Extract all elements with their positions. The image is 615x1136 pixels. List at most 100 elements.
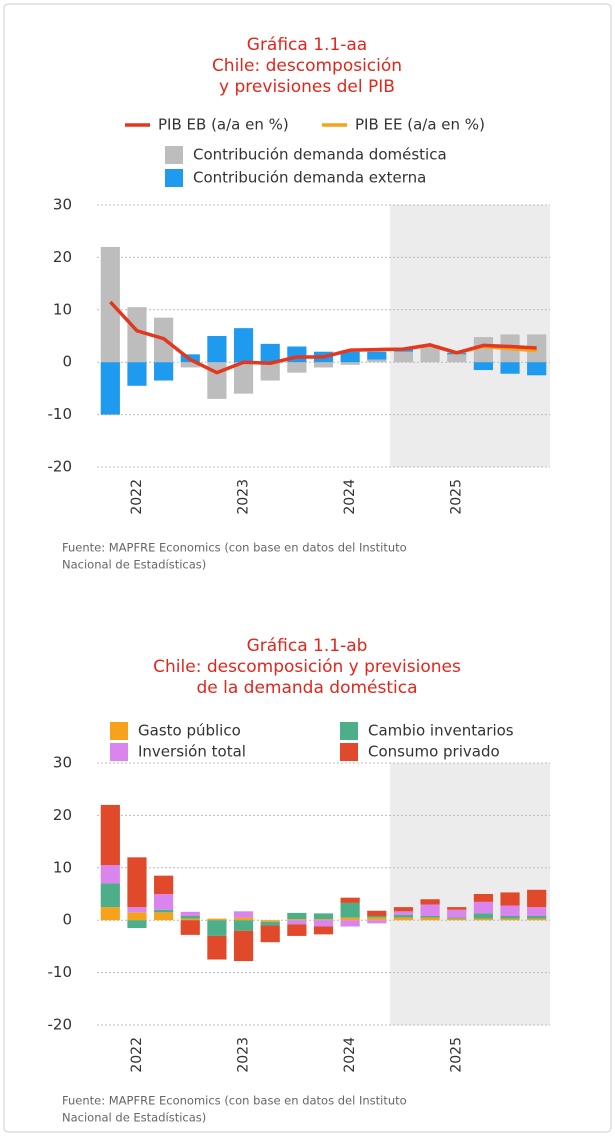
- bar: [473, 894, 493, 902]
- legend-label: Inversión total: [138, 743, 246, 761]
- bar: [500, 918, 520, 921]
- bar: [180, 911, 200, 917]
- chart-title: Chile: descomposición y previsiones: [153, 657, 461, 677]
- bar: [260, 362, 280, 381]
- x-tick-label: 2022: [129, 1037, 145, 1073]
- bar: [500, 892, 520, 906]
- bar: [100, 804, 120, 866]
- bar: [340, 902, 360, 918]
- bar: [233, 930, 254, 962]
- bar: [207, 336, 227, 363]
- bar: [127, 907, 147, 913]
- bar: [367, 917, 387, 921]
- bar: [473, 337, 493, 363]
- bar: [340, 362, 360, 365]
- bar: [154, 362, 174, 381]
- legend-label: Cambio inventarios: [368, 722, 514, 740]
- bar: [180, 362, 200, 368]
- bar: [180, 920, 200, 935]
- x-tick-label: 2023: [236, 479, 252, 515]
- bar: [313, 362, 334, 368]
- bar: [393, 914, 414, 918]
- bar: [154, 894, 174, 910]
- bar: [527, 334, 547, 363]
- bar: [100, 883, 120, 908]
- bar: [527, 918, 547, 921]
- y-tick-label: -10: [48, 405, 73, 423]
- bar: [367, 351, 387, 360]
- legend-swatch: [110, 722, 128, 740]
- x-tick-label: 2024: [342, 1037, 358, 1073]
- y-tick-label: 0: [62, 353, 72, 371]
- bar: [287, 362, 307, 373]
- y-tick-label: -10: [48, 963, 73, 981]
- legend-swatch: [110, 743, 128, 761]
- bar: [127, 912, 147, 921]
- bar: [287, 924, 307, 936]
- chart-title: Gráfica 1.1-ab: [247, 636, 368, 656]
- y-tick-label: 10: [53, 858, 72, 876]
- bar: [367, 359, 387, 363]
- bar: [127, 920, 147, 929]
- y-tick-label: 10: [53, 300, 72, 318]
- source-note: Nacional de Estadísticas): [62, 1111, 206, 1125]
- y-tick-label: -20: [48, 1016, 73, 1034]
- bar: [420, 346, 440, 363]
- bar: [260, 343, 280, 363]
- bar: [207, 935, 227, 960]
- bar: [393, 351, 414, 363]
- bar: [313, 913, 334, 920]
- bar: [447, 909, 467, 918]
- bar: [127, 857, 147, 908]
- legend-label: Contribución demanda doméstica: [193, 146, 447, 164]
- bar: [313, 926, 334, 935]
- legend-swatch: [340, 743, 358, 761]
- bar: [233, 362, 254, 394]
- x-tick-label: 2024: [342, 479, 358, 515]
- legend-label: Gasto público: [138, 722, 241, 740]
- bar: [420, 916, 440, 918]
- bar: [154, 912, 174, 921]
- x-tick-label: 2025: [449, 479, 465, 515]
- bar: [207, 920, 227, 936]
- legend-swatch: [340, 722, 358, 740]
- bar: [367, 920, 387, 924]
- bar: [473, 362, 493, 371]
- bar: [180, 916, 200, 919]
- y-tick-label: 20: [53, 806, 72, 824]
- bar: [500, 905, 520, 917]
- x-tick-label: 2023: [236, 1037, 252, 1073]
- y-tick-label: 30: [53, 754, 72, 772]
- legend-label: PIB EE (a/a en %): [355, 116, 485, 134]
- bar: [154, 909, 174, 913]
- bar: [447, 354, 467, 363]
- chart-title: de la demanda doméstica: [196, 678, 417, 698]
- bar: [100, 865, 120, 884]
- bar: [393, 917, 414, 921]
- source-note: Nacional de Estadísticas): [62, 558, 206, 572]
- x-tick-label: 2022: [129, 479, 145, 515]
- bar: [260, 920, 280, 922]
- bar: [527, 916, 547, 919]
- chart-title: Gráfica 1.1-aa: [247, 35, 367, 55]
- bar: [367, 910, 387, 917]
- bar: [287, 912, 307, 920]
- forecast-area: [390, 205, 550, 467]
- bar: [340, 351, 360, 363]
- bar: [473, 901, 493, 914]
- bar: [420, 904, 440, 917]
- forecast-area: [390, 763, 550, 1025]
- source-note: Fuente: MAPFRE Economics (con base en da…: [62, 541, 407, 555]
- bar: [500, 362, 520, 374]
- legend-swatch: [165, 146, 183, 164]
- bar: [287, 920, 307, 925]
- bar: [207, 918, 227, 921]
- bar: [340, 917, 360, 921]
- bar: [313, 919, 334, 921]
- y-tick-label: 0: [62, 911, 72, 929]
- bar: [340, 920, 360, 927]
- bar: [340, 897, 360, 903]
- bar: [100, 246, 120, 363]
- legend-label: Consumo privado: [368, 743, 500, 761]
